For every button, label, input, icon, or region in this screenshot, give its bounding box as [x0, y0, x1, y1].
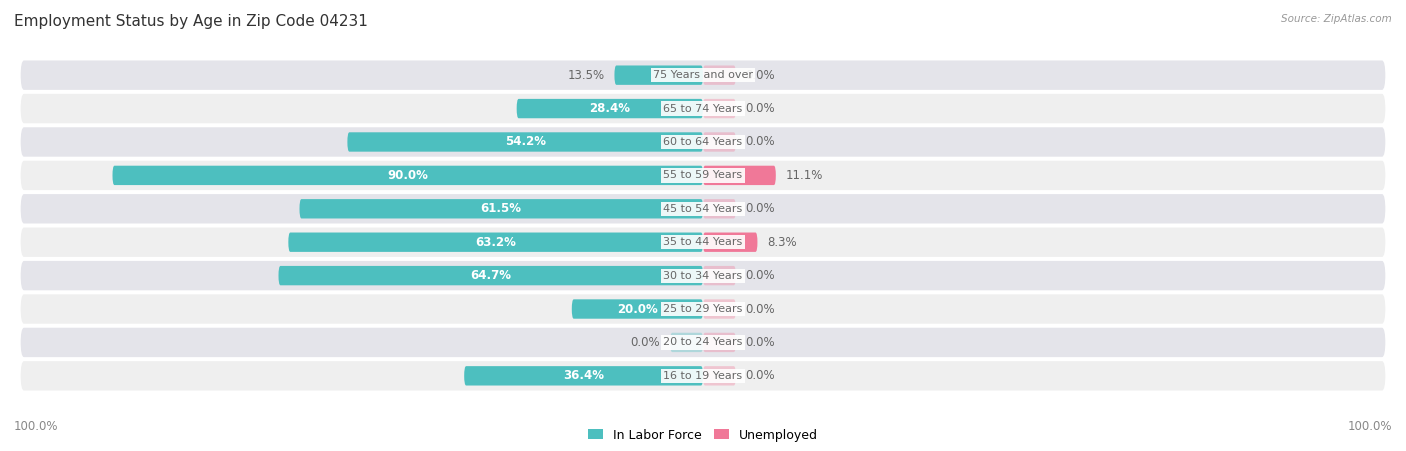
- FancyBboxPatch shape: [112, 166, 703, 185]
- FancyBboxPatch shape: [21, 361, 1385, 391]
- Text: 65 to 74 Years: 65 to 74 Years: [664, 104, 742, 114]
- Text: 28.4%: 28.4%: [589, 102, 630, 115]
- Text: 45 to 54 Years: 45 to 54 Years: [664, 204, 742, 214]
- Text: 13.5%: 13.5%: [568, 69, 605, 82]
- Text: 100.0%: 100.0%: [1347, 420, 1392, 433]
- Text: 0.0%: 0.0%: [745, 102, 775, 115]
- Text: 63.2%: 63.2%: [475, 236, 516, 249]
- Text: 20 to 24 Years: 20 to 24 Years: [664, 337, 742, 347]
- Text: 0.0%: 0.0%: [745, 135, 775, 148]
- Text: 60 to 64 Years: 60 to 64 Years: [664, 137, 742, 147]
- FancyBboxPatch shape: [21, 295, 1385, 324]
- FancyBboxPatch shape: [21, 60, 1385, 90]
- FancyBboxPatch shape: [21, 161, 1385, 190]
- FancyBboxPatch shape: [299, 199, 703, 218]
- Text: 61.5%: 61.5%: [481, 202, 522, 215]
- Text: 8.3%: 8.3%: [768, 236, 797, 249]
- Text: 0.0%: 0.0%: [631, 336, 661, 349]
- FancyBboxPatch shape: [703, 132, 735, 152]
- FancyBboxPatch shape: [703, 99, 735, 118]
- FancyBboxPatch shape: [703, 333, 735, 352]
- FancyBboxPatch shape: [21, 94, 1385, 123]
- FancyBboxPatch shape: [21, 261, 1385, 290]
- Legend: In Labor Force, Unemployed: In Labor Force, Unemployed: [583, 423, 823, 446]
- FancyBboxPatch shape: [703, 233, 758, 252]
- FancyBboxPatch shape: [288, 233, 703, 252]
- Text: 16 to 19 Years: 16 to 19 Years: [664, 371, 742, 381]
- FancyBboxPatch shape: [614, 65, 703, 85]
- FancyBboxPatch shape: [278, 266, 703, 285]
- Text: 64.7%: 64.7%: [470, 269, 512, 282]
- FancyBboxPatch shape: [703, 65, 735, 85]
- FancyBboxPatch shape: [703, 266, 735, 285]
- FancyBboxPatch shape: [671, 333, 703, 352]
- Text: 25 to 29 Years: 25 to 29 Years: [664, 304, 742, 314]
- Text: Employment Status by Age in Zip Code 04231: Employment Status by Age in Zip Code 042…: [14, 14, 368, 28]
- FancyBboxPatch shape: [516, 99, 703, 118]
- Text: 0.0%: 0.0%: [745, 202, 775, 215]
- FancyBboxPatch shape: [572, 299, 703, 319]
- FancyBboxPatch shape: [703, 299, 735, 319]
- Text: 36.4%: 36.4%: [562, 369, 605, 382]
- FancyBboxPatch shape: [703, 366, 735, 386]
- Text: 0.0%: 0.0%: [745, 269, 775, 282]
- Text: 20.0%: 20.0%: [617, 303, 658, 316]
- FancyBboxPatch shape: [21, 194, 1385, 224]
- FancyBboxPatch shape: [21, 127, 1385, 156]
- Text: 0.0%: 0.0%: [745, 369, 775, 382]
- Text: 75 Years and over: 75 Years and over: [652, 70, 754, 80]
- FancyBboxPatch shape: [464, 366, 703, 386]
- FancyBboxPatch shape: [21, 227, 1385, 257]
- FancyBboxPatch shape: [21, 328, 1385, 357]
- Text: 100.0%: 100.0%: [14, 420, 59, 433]
- FancyBboxPatch shape: [347, 132, 703, 152]
- Text: 90.0%: 90.0%: [387, 169, 429, 182]
- Text: Source: ZipAtlas.com: Source: ZipAtlas.com: [1281, 14, 1392, 23]
- Text: 55 to 59 Years: 55 to 59 Years: [664, 170, 742, 180]
- Text: 0.0%: 0.0%: [745, 303, 775, 316]
- Text: 0.0%: 0.0%: [745, 336, 775, 349]
- Text: 54.2%: 54.2%: [505, 135, 546, 148]
- Text: 35 to 44 Years: 35 to 44 Years: [664, 237, 742, 247]
- Text: 30 to 34 Years: 30 to 34 Years: [664, 271, 742, 281]
- FancyBboxPatch shape: [703, 166, 776, 185]
- Text: 11.1%: 11.1%: [786, 169, 823, 182]
- Text: 0.0%: 0.0%: [745, 69, 775, 82]
- FancyBboxPatch shape: [703, 199, 735, 218]
